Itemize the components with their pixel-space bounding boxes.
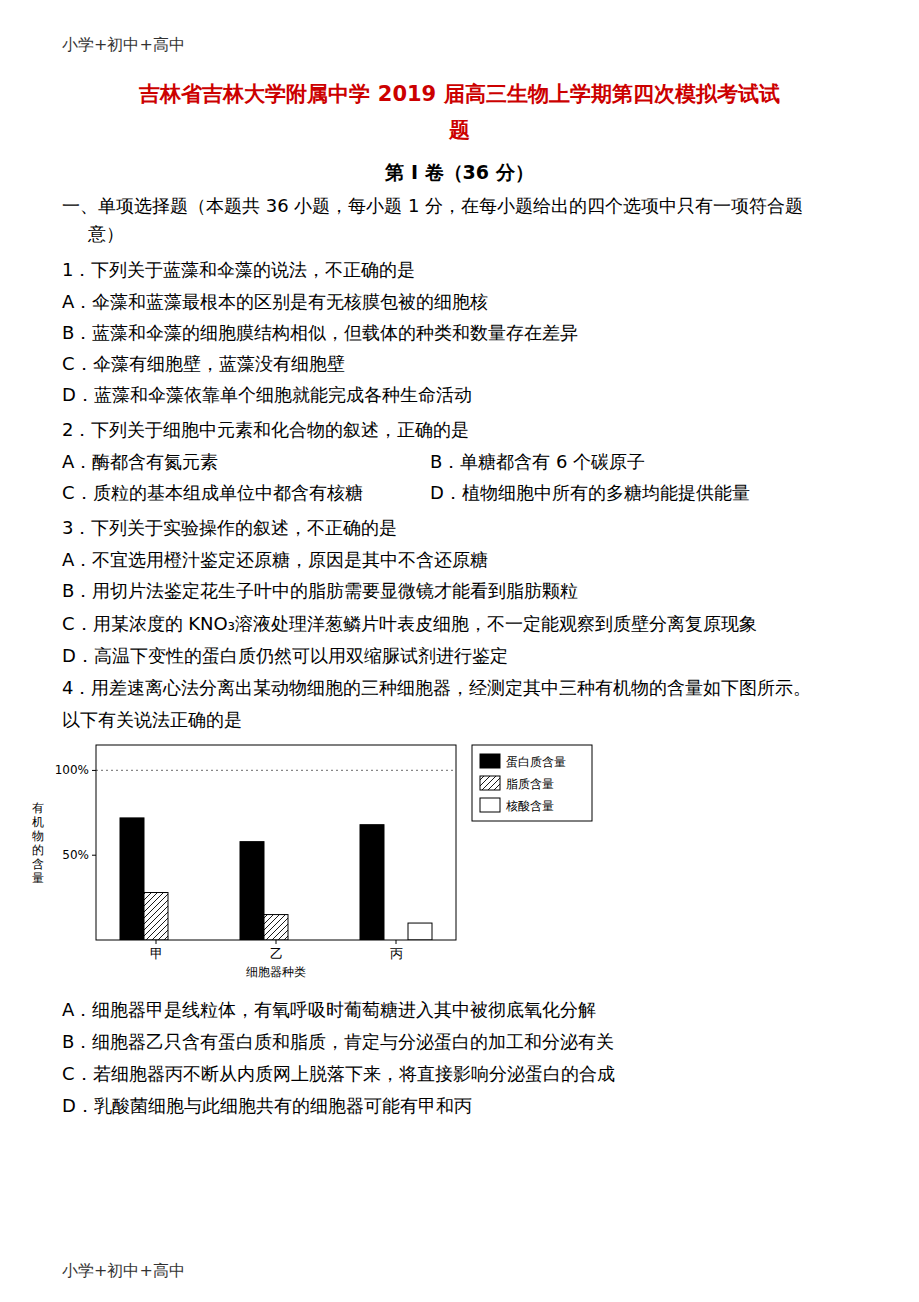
title: 题 (448, 118, 470, 142)
option: A．不宜选用橙汁鉴定还原糖，原因是其中不含还原糖 (62, 549, 488, 570)
option: A．酶都含有氮元素 (62, 451, 218, 472)
intro: 意） (87, 223, 124, 244)
bars (120, 818, 432, 940)
section-heading: 第 I 卷（36 分） (384, 161, 533, 183)
y-axis-label-char: 机 (32, 815, 44, 829)
bar (360, 825, 384, 940)
legend-swatch (480, 754, 500, 768)
legend-swatch (480, 798, 500, 812)
option: A．伞藻和蓝藻最根本的区别是有无核膜包被的细胞核 (62, 291, 488, 312)
bar (408, 923, 432, 940)
x-tick-label: 甲 (150, 946, 163, 961)
y-axis-label-char: 的 (32, 843, 44, 857)
bar (120, 818, 144, 940)
question: 2．下列关于细胞中元素和化合物的叙述，正确的是 (62, 419, 469, 440)
option: B．蓝藻和伞藻的细胞膜结构相似，但载体的种类和数量存在差异 (62, 322, 578, 343)
y-axis-label-char: 含 (32, 857, 44, 871)
x-tick (156, 940, 157, 944)
y-tick-label: 50% (62, 848, 89, 862)
plot-background (96, 745, 456, 940)
x-tick (396, 940, 397, 944)
bar (240, 842, 264, 940)
plot-frame (96, 745, 456, 940)
option: B．用切片法鉴定花生子叶中的脂肪需要显微镜才能看到脂肪颗粒 (62, 580, 578, 601)
option: C．伞藻有细胞壁，蓝藻没有细胞壁 (62, 353, 345, 374)
reference-line (96, 770, 456, 771)
x-axis-label: 细胞器种类 (246, 965, 306, 979)
option: D．高温下变性的蛋白质仍然可以用双缩脲试剂进行鉴定 (62, 645, 508, 666)
x-tick (276, 940, 277, 944)
legend: 蛋白质含量脂质含量核酸含量 (472, 745, 592, 821)
question: 以下有关说法正确的是 (62, 709, 242, 730)
y-axis-label-char: 有 (32, 801, 44, 815)
page: 小学+初中+高中吉林省吉林大学附属中学 2019 届高三生物上学期第四次模拟考试… (0, 0, 919, 1302)
y-tick-label: 100% (55, 763, 89, 777)
footer: 小学+初中+高中 (62, 1261, 185, 1280)
bar (144, 893, 168, 940)
legend-label: 脂质含量 (506, 777, 554, 791)
option: D．蓝藻和伞藻依靠单个细胞就能完成各种生命活动 (62, 384, 472, 405)
question: 4．用差速离心法分离出某动物细胞的三种细胞器，经测定其中三种有机物的含量如下图所… (62, 677, 811, 698)
option: D．乳酸菌细胞与此细胞共有的细胞器可能有甲和丙 (62, 1095, 472, 1116)
y-axis-label-char: 物 (32, 829, 44, 843)
y-axis-label-char: 量 (32, 871, 44, 885)
intro: 一、单项选择题（本题共 36 小题，每小题 1 分，在每小题给出的四个选项中只有… (62, 195, 803, 216)
x-tick-label: 乙 (270, 946, 283, 961)
option: B．细胞器乙只含有蛋白质和脂质，肯定与分泌蛋白的加工和分泌有关 (62, 1031, 614, 1052)
bar (264, 915, 288, 940)
reference-lines (96, 770, 456, 771)
header: 小学+初中+高中 (62, 35, 185, 54)
legend-label: 核酸含量 (505, 799, 554, 813)
page-background (0, 0, 919, 1302)
title: 吉林省吉林大学附属中学 2019 届高三生物上学期第四次模拟考试试 (138, 82, 779, 106)
option: A．细胞器甲是线粒体，有氧呼吸时葡萄糖进入其中被彻底氧化分解 (62, 999, 596, 1020)
y-tick (92, 770, 96, 771)
option: B．单糖都含有 6 个碳原子 (430, 451, 645, 472)
legend-box (472, 745, 592, 821)
chart: 50% 100% 甲 乙 丙细胞器种类 有机物的含量 蛋白质含量脂质含量核酸含量 (32, 745, 592, 979)
option: C．质粒的基本组成单位中都含有核糖 (62, 482, 363, 503)
x-tick-label: 丙 (390, 946, 403, 961)
option: D．植物细胞中所有的多糖均能提供能量 (430, 482, 750, 503)
question: 1．下列关于蓝藻和伞藻的说法，不正确的是 (62, 259, 415, 280)
option: C．用某浓度的 KNO₃溶液处理洋葱鳞片叶表皮细胞，不一定能观察到质壁分离复原现… (62, 613, 757, 634)
legend-label: 蛋白质含量 (506, 755, 566, 769)
y-axis-label: 有机物的含量 (32, 801, 44, 885)
legend-swatch (480, 776, 500, 790)
y-tick (92, 855, 96, 856)
option: C．若细胞器丙不断从内质网上脱落下来，将直接影响分泌蛋白的合成 (62, 1063, 615, 1084)
question: 3．下列关于实验操作的叙述，不正确的是 (62, 517, 397, 538)
